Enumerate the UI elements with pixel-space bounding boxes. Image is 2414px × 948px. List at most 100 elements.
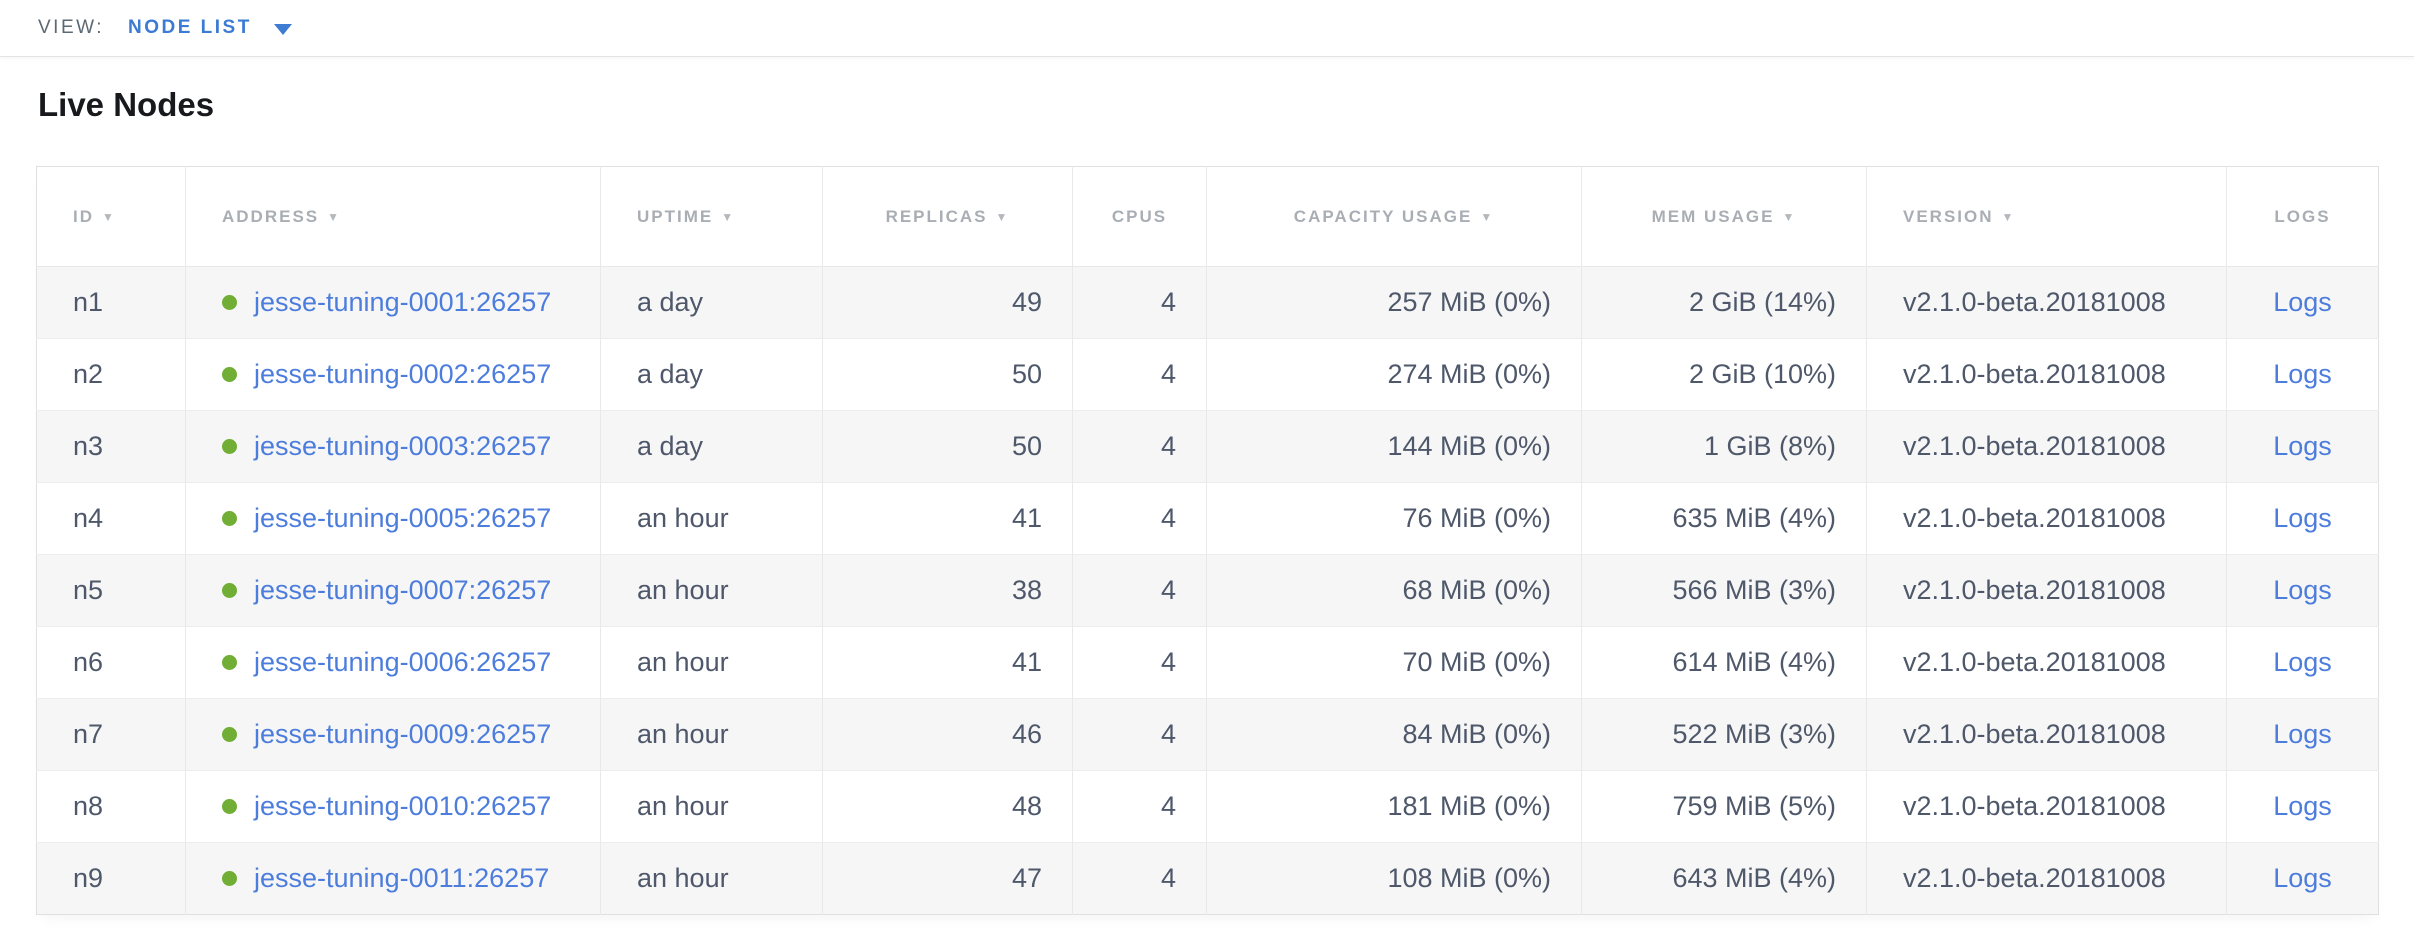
cell-value: 1 GiB (8%) [1703,431,1836,461]
cell-capacity: 108 MiB (0%) [1206,842,1582,915]
cell-value: 4 [1160,791,1176,821]
cell-replicas: 38 [822,554,1073,627]
column-header-label: REPLICAS [885,206,988,226]
cell-address: jesse-tuning-0002:26257 [185,338,601,411]
cell-mem: 2 GiB (14%) [1581,266,1867,339]
node-status-healthy-icon [222,367,237,382]
cell-value: v2.1.0-beta.20181008 [1903,431,2166,461]
node-address-link[interactable]: jesse-tuning-0010:26257 [254,791,552,821]
table-row: n3 jesse-tuning-0003:26257 a day 50 4 144 MiB… [36,410,2379,483]
cell-cpus: 4 [1072,626,1207,699]
node-logs-link[interactable]: Logs [2273,431,2332,461]
cell-mem: 759 MiB (5%) [1581,770,1867,843]
cell-value: 614 MiB (4%) [1672,647,1836,677]
cell-replicas: 46 [822,698,1073,771]
node-logs-link[interactable]: Logs [2273,575,2332,605]
node-address-link[interactable]: jesse-tuning-0005:26257 [254,503,552,533]
node-address-link[interactable]: jesse-tuning-0007:26257 [254,575,552,605]
column-header-id[interactable]: ID ▼ [36,166,186,267]
cell-value: 2 GiB (10%) [1688,359,1836,389]
sort-desc-icon: ▼ [327,209,342,224]
cell-value: 4 [1160,863,1176,893]
node-logs-link[interactable]: Logs [2273,791,2332,821]
sort-desc-icon: ▼ [721,209,736,224]
cell-value: 4 [1160,359,1176,389]
cell-value: a day [637,359,704,389]
cell-mem: 2 GiB (10%) [1581,338,1867,411]
cell-mem: 1 GiB (8%) [1581,410,1867,483]
table-row: n1 jesse-tuning-0001:26257 a day 49 4 257 MiB… [36,266,2379,339]
cell-mem: 522 MiB (3%) [1581,698,1867,771]
node-logs-link[interactable]: Logs [2273,863,2332,893]
table-row: n7 jesse-tuning-0009:26257 an hour 46 4 84 Mi… [36,698,2379,771]
cell-id: n1 [36,266,186,339]
cell-address: jesse-tuning-0011:26257 [185,842,601,915]
cell-value: n2 [73,359,104,389]
node-address-link[interactable]: jesse-tuning-0002:26257 [254,359,552,389]
column-header-replicas[interactable]: REPLICAS ▼ [822,166,1073,267]
cell-logs: Logs [2227,267,2379,339]
table-row: n4 jesse-tuning-0005:26257 an hour 41 4 76 Mi… [36,482,2379,555]
cell-id: n9 [36,842,186,915]
node-address-link[interactable]: jesse-tuning-0006:26257 [254,647,552,677]
cell-version: v2.1.0-beta.20181008 [1866,770,2227,843]
cell-value: 47 [1011,863,1042,893]
node-logs-link[interactable]: Logs [2273,503,2332,533]
cell-address: jesse-tuning-0005:26257 [185,482,601,555]
cell-value: 41 [1011,647,1042,677]
node-logs-link[interactable]: Logs [2273,287,2332,317]
cell-capacity: 70 MiB (0%) [1206,626,1582,699]
cell-value: a day [637,431,704,461]
cell-uptime: a day [600,338,823,411]
cell-value: v2.1.0-beta.20181008 [1903,503,2166,533]
cell-value: a day [637,287,704,317]
cell-capacity: 257 MiB (0%) [1206,266,1582,339]
cell-value: 76 MiB (0%) [1402,503,1551,533]
cell-replicas: 50 [822,410,1073,483]
view-selector-dropdown[interactable]: NODE LIST [128,17,292,39]
cell-value: 68 MiB (0%) [1402,575,1551,605]
node-logs-link[interactable]: Logs [2273,647,2332,677]
cell-uptime: a day [600,410,823,483]
cell-cpus: 4 [1072,770,1207,843]
column-header-mem[interactable]: MEM USAGE ▼ [1581,166,1867,267]
node-address-link[interactable]: jesse-tuning-0003:26257 [254,431,552,461]
cell-value: 522 MiB (3%) [1672,719,1836,749]
cell-cpus: 4 [1072,842,1207,915]
column-header-cpus: CPUS [1072,166,1207,267]
view-selected-value: NODE LIST [128,17,252,38]
cell-value: 38 [1011,575,1042,605]
cell-address: jesse-tuning-0009:26257 [185,698,601,771]
cell-address: jesse-tuning-0007:26257 [185,554,601,627]
node-status-healthy-icon [222,871,237,886]
column-header-label: UPTIME [637,206,714,226]
cell-value: 4 [1160,575,1176,605]
column-header-version[interactable]: VERSION ▼ [1866,166,2227,267]
cell-value: 4 [1160,431,1176,461]
cell-capacity: 144 MiB (0%) [1206,410,1582,483]
cell-replicas: 41 [822,482,1073,555]
column-header-address[interactable]: ADDRESS ▼ [185,166,601,267]
node-status-healthy-icon [222,583,237,598]
cell-value: n9 [73,863,104,893]
cell-value: 4 [1160,719,1176,749]
column-header-uptime[interactable]: UPTIME ▼ [600,166,823,267]
cell-version: v2.1.0-beta.20181008 [1866,410,2227,483]
sort-desc-icon: ▼ [1782,209,1797,224]
cell-logs: Logs [2227,699,2379,771]
cell-capacity: 181 MiB (0%) [1206,770,1582,843]
table-row: n6 jesse-tuning-0006:26257 an hour 41 4 70 Mi… [36,626,2379,699]
column-header-capacity[interactable]: CAPACITY USAGE ▼ [1206,166,1582,267]
cell-value: 2 GiB (14%) [1688,287,1836,317]
cell-cpus: 4 [1072,410,1207,483]
node-status-healthy-icon [222,655,237,670]
cell-value: v2.1.0-beta.20181008 [1903,287,2166,317]
node-logs-link[interactable]: Logs [2273,359,2332,389]
node-logs-link[interactable]: Logs [2273,719,2332,749]
node-address-link[interactable]: jesse-tuning-0009:26257 [254,719,552,749]
column-header-label: LOGS [2274,206,2331,226]
node-address-link[interactable]: jesse-tuning-0011:26257 [254,863,550,893]
node-address-link[interactable]: jesse-tuning-0001:26257 [254,287,552,317]
cell-version: v2.1.0-beta.20181008 [1866,626,2227,699]
cell-value: v2.1.0-beta.20181008 [1903,863,2166,893]
